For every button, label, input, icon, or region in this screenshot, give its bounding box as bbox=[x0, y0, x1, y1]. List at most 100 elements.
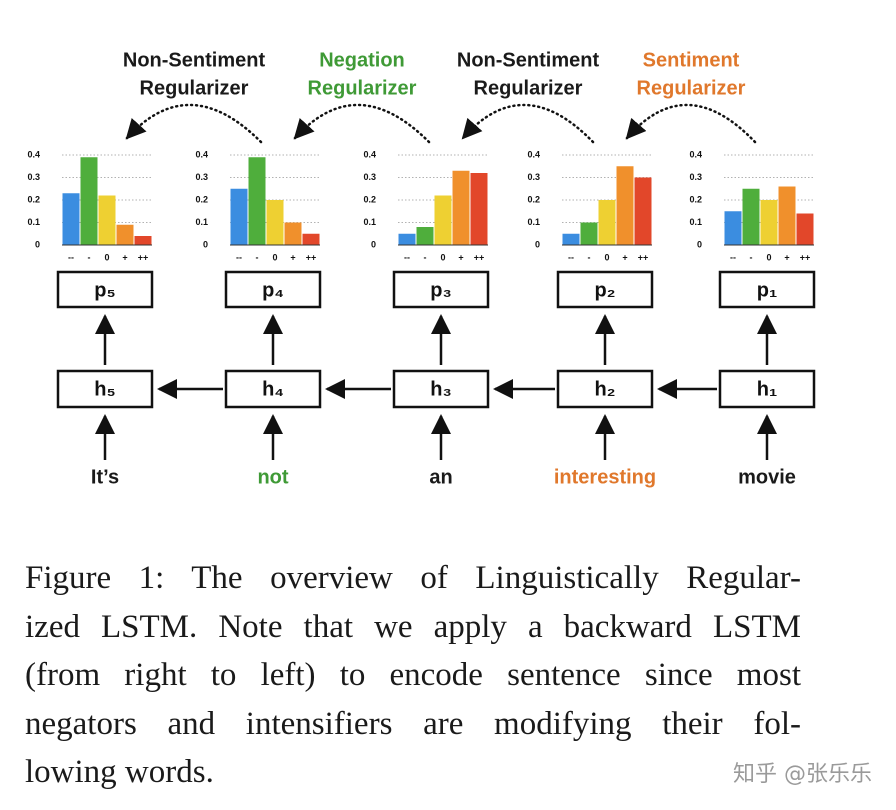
bar bbox=[470, 173, 488, 245]
h-box bbox=[556, 369, 654, 409]
y-tick-label: 0.4 bbox=[527, 149, 540, 159]
h-label: h₂ bbox=[594, 378, 615, 400]
bar bbox=[598, 200, 616, 245]
p-label: p₃ bbox=[430, 279, 451, 301]
regularizer-label: Sentiment bbox=[643, 49, 740, 71]
h-label: h₃ bbox=[430, 378, 451, 400]
bar bbox=[452, 170, 470, 245]
x-tick-label: - bbox=[588, 252, 591, 262]
bar bbox=[796, 213, 814, 245]
x-tick-label: - bbox=[750, 252, 753, 262]
dotted-arc bbox=[461, 103, 595, 144]
regularizer-label: Non-Sentiment bbox=[457, 49, 600, 71]
watermark: 知乎 @张乐乐 bbox=[733, 762, 872, 787]
bar bbox=[134, 236, 152, 245]
bar bbox=[760, 200, 778, 245]
x-tick-label: + bbox=[290, 252, 295, 262]
word: It’s bbox=[91, 466, 119, 488]
x-tick-label: ++ bbox=[306, 252, 317, 262]
word: an bbox=[429, 466, 452, 488]
bar bbox=[416, 227, 434, 245]
p-label: p₁ bbox=[757, 279, 778, 301]
y-tick-label: 0 bbox=[203, 239, 208, 249]
y-tick-label: 0.1 bbox=[363, 217, 376, 227]
x-tick-label: - bbox=[424, 252, 427, 262]
h-label: h₄ bbox=[262, 378, 284, 400]
bar bbox=[248, 157, 266, 245]
bar bbox=[580, 222, 598, 245]
y-tick-label: 0.4 bbox=[363, 149, 376, 159]
regularizer-label: Regularizer bbox=[637, 77, 746, 99]
bar bbox=[616, 166, 634, 245]
y-tick-label: 0 bbox=[697, 239, 702, 249]
caption-line: ized LSTM. Note that we apply a backward… bbox=[25, 608, 801, 645]
x-tick-label: -- bbox=[68, 252, 74, 262]
caption-line: lowing words. bbox=[25, 754, 214, 790]
y-tick-label: 0 bbox=[35, 239, 40, 249]
x-tick-label: -- bbox=[404, 252, 410, 262]
word: not bbox=[257, 466, 288, 488]
y-tick-label: 0 bbox=[371, 239, 376, 249]
x-tick-label: 0 bbox=[104, 252, 109, 262]
bar bbox=[562, 233, 580, 245]
regularizer-label: Regularizer bbox=[140, 77, 249, 99]
y-tick-label: 0.3 bbox=[27, 172, 40, 182]
bar bbox=[724, 211, 742, 245]
p-label: p₄ bbox=[262, 279, 284, 301]
x-tick-label: - bbox=[256, 252, 259, 262]
y-tick-label: 0.3 bbox=[527, 172, 540, 182]
p-box bbox=[718, 270, 816, 309]
bar bbox=[98, 195, 116, 245]
x-tick-label: + bbox=[622, 252, 627, 262]
x-tick-label: 0 bbox=[272, 252, 277, 262]
word: movie bbox=[738, 466, 796, 488]
h-label: h₁ bbox=[757, 378, 778, 400]
y-tick-label: 0 bbox=[535, 239, 540, 249]
caption-line: Figure 1: The overview of Linguistically… bbox=[25, 560, 801, 596]
figure: 00.10.20.30.4-- -0 + ++00.10.20.30.4-- -0 + ++… bbox=[27, 49, 816, 488]
x-tick-label: + bbox=[784, 252, 789, 262]
caption-line: negators and intensifiers are modifying … bbox=[25, 705, 801, 742]
y-tick-label: 0.3 bbox=[689, 172, 702, 182]
x-tick-label: 0 bbox=[766, 252, 771, 262]
bar bbox=[778, 186, 796, 245]
y-tick-label: 0.4 bbox=[195, 149, 208, 159]
bar bbox=[284, 222, 302, 245]
p-box bbox=[56, 270, 154, 309]
bar bbox=[116, 224, 134, 245]
h-box bbox=[392, 369, 490, 409]
bar bbox=[80, 157, 98, 245]
x-tick-label: ++ bbox=[638, 252, 649, 262]
x-tick-label: + bbox=[458, 252, 463, 262]
y-tick-label: 0.1 bbox=[27, 217, 40, 227]
y-tick-label: 0.4 bbox=[27, 149, 40, 159]
p-box bbox=[224, 270, 322, 309]
x-tick-label: -- bbox=[730, 252, 736, 262]
p-box bbox=[392, 270, 490, 309]
y-tick-label: 0.1 bbox=[195, 217, 208, 227]
regularizer-label: Regularizer bbox=[474, 77, 583, 99]
y-tick-label: 0.1 bbox=[527, 217, 540, 227]
y-tick-label: 0.2 bbox=[195, 194, 208, 204]
y-tick-label: 0.2 bbox=[363, 194, 376, 204]
x-tick-label: ++ bbox=[474, 252, 485, 262]
y-tick-label: 0.3 bbox=[363, 172, 376, 182]
h-box bbox=[718, 369, 816, 409]
x-tick-label: - bbox=[88, 252, 91, 262]
dotted-arc bbox=[293, 103, 431, 144]
dotted-arc bbox=[125, 103, 263, 144]
y-tick-label: 0.4 bbox=[689, 149, 702, 159]
x-tick-label: 0 bbox=[440, 252, 445, 262]
bar bbox=[266, 200, 284, 245]
x-tick-label: -- bbox=[568, 252, 574, 262]
regularizer-label: Negation bbox=[319, 49, 405, 71]
word: interesting bbox=[554, 466, 656, 488]
bar bbox=[434, 195, 452, 245]
x-tick-label: ++ bbox=[800, 252, 811, 262]
y-tick-label: 0.2 bbox=[527, 194, 540, 204]
p-label: p₅ bbox=[94, 279, 115, 301]
y-tick-label: 0.2 bbox=[689, 194, 702, 204]
p-box bbox=[556, 270, 654, 309]
x-tick-label: 0 bbox=[604, 252, 609, 262]
